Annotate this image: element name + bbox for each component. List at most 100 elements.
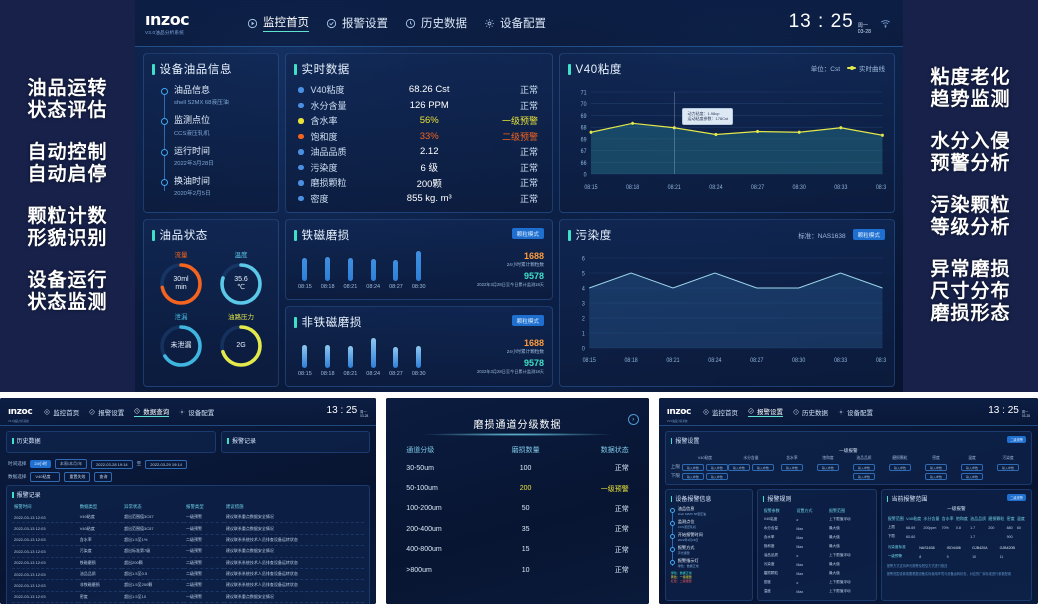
filter-data-select[interactable]: V40粘度 <box>30 472 61 482</box>
thumb-history-nav-0[interactable]: 监控首页 <box>44 407 79 417</box>
table-row[interactable]: 200-400um 35 正常 <box>404 519 630 539</box>
alarm-note-1: 报警方式支持声光报警及短信方式进行推送 <box>886 564 948 569</box>
table-row[interactable]: 100-200um 50 正常 <box>404 499 630 519</box>
table-row[interactable]: 30-50um 100 正常 <box>404 458 630 478</box>
table-cell: 一级预警 <box>184 512 224 524</box>
table-row[interactable]: >800um 10 正常 <box>404 560 630 580</box>
thumb-alarm-nav-3[interactable]: 设备配置 <box>838 407 873 417</box>
table-cell: 68-69 <box>906 525 916 530</box>
thumbnail-wear-grading-screen[interactable]: 磨损通道分级数据 通道分级 磨损数量 数据状态 30-50um 100 正常 50-100… <box>386 398 649 604</box>
table-row[interactable]: 50-100um 200 一级预警 <box>404 478 630 498</box>
thumb-history-date: 03-28 <box>360 413 369 418</box>
range-level-pill[interactable]: 二级报警 <box>1007 494 1026 501</box>
table-row[interactable]: 2022-03-13 12:03 铁磁磨损 超出200颗 二级预警 建议联系系统技术人员… <box>12 557 365 569</box>
thumb-history-body: 历史数据 报警记录 时间选择 24小时 本周/本月/年 2022-03-28 1… <box>0 426 376 604</box>
table-cell: 超出200颗 <box>122 557 185 569</box>
svg-text:66: 66 <box>581 161 587 167</box>
alarm-upper-input-2[interactable]: 输入参数 <box>751 464 774 471</box>
rule-col-header: 报警参数 <box>763 507 780 513</box>
table-cell: 超出标准第7级 <box>122 545 185 558</box>
nav-item-device-config[interactable]: 设备配置 <box>484 15 546 31</box>
table-row[interactable]: 2022-03-13 12:03 V40粘度 超出范围值3C57 一级预警 建议联系重点… <box>12 522 365 535</box>
thumbnail-history-screen[interactable]: ınzoc V3.0油品分析系统 监控首页 报警设置 数据查询 设备配置 13 … <box>0 398 377 604</box>
thumb-history-filter-data: 数据选择 V40粘度 重置失效 查询 <box>8 472 368 482</box>
alarm-legend: 绿色：数据正常 黄色：一级报警 红色：二级报警 <box>671 571 747 583</box>
svg-text:4: 4 <box>582 286 585 292</box>
table-row[interactable]: 2022-03-13 12:03 非铁磁磨损 超出1.5至200颗 二级预警 建议联系系… <box>12 579 365 592</box>
device-alarm-item: 报警方式 声光报警 <box>670 545 747 555</box>
pollution-mode-pill[interactable]: 颗粒模式 <box>852 229 885 240</box>
wear-grade: 50-100um <box>406 485 438 493</box>
thumbnail-alarm-settings-screen[interactable]: ınzoc V3.0油品分析系统 监控首页 报警设置 历史数据 设备配置 13 … <box>658 398 1038 604</box>
chevron-right-circle-icon[interactable]: › <box>627 414 639 425</box>
card-pollution-title: 污染度 <box>568 227 886 243</box>
thumb-alarm-nav-2[interactable]: 历史数据 <box>793 407 828 417</box>
alarm-upper-input[interactable]: 输入参数 <box>727 464 750 471</box>
table-cell: ≥ <box>796 580 799 585</box>
filter-chip-week[interactable]: 本周/本月/年 <box>54 459 88 469</box>
std-label: 污染度标准 <box>887 545 906 550</box>
table-row[interactable]: 2022-03-13 12:03含水量无数据一级预警建议联系重点数据安全情况 <box>12 602 365 604</box>
left-feature-0: 油品运转 状态评估 <box>27 78 107 122</box>
filter-date-from[interactable]: 2022-03-28 19:14 <box>91 459 133 469</box>
nav-item-history-data[interactable]: 历史数据 <box>405 15 467 31</box>
card-realtime-title-text: 实时数据 <box>301 64 350 76</box>
alarm-upper-input[interactable]: 输入参数 <box>888 464 911 471</box>
thumb-history-nav-label-0: 监控首页 <box>53 409 80 417</box>
alarm-lower-input[interactable]: 输入参数 <box>852 473 875 480</box>
card-oil-info-title-text: 设备油品信息 <box>159 64 233 76</box>
alarm-col-label: 水分含量 <box>743 456 759 460</box>
filter-query-button[interactable]: 查询 <box>94 472 113 482</box>
device-alarm-label: 开始报警时间 <box>677 532 703 537</box>
thumb-alarm-nav-0[interactable]: 监控首页 <box>703 407 738 417</box>
alarm-upper-input[interactable]: 输入参数 <box>780 464 803 471</box>
nav-item-monitor-home[interactable]: 监控首页 <box>247 14 309 32</box>
range-col-header: 报警范围 <box>887 515 904 521</box>
filter-reset-button[interactable]: 重置失效 <box>64 472 91 482</box>
nonferro-wear-mode-pill[interactable]: 颗粒模式 <box>511 315 544 326</box>
alarm-lower-input-2[interactable]: 输入参数 <box>705 473 728 480</box>
alarm-upper-input[interactable]: 输入参数 <box>924 464 947 471</box>
thumb-history-nav-1[interactable]: 报警设置 <box>89 407 124 417</box>
table-row[interactable]: 2022-03-13 12:03 含水率 超出1.5至1% 二级预警 建议联系系统技术人… <box>12 534 365 547</box>
table-row[interactable]: 2022-03-13 12:03 密度 超出1.5至10 一级预警 建议联系重点数据安全… <box>12 591 365 604</box>
thumb-alarm-logo: ınzoc V3.0油品分析系统 <box>667 401 692 423</box>
alarm-upper-input[interactable]: 输入参数 <box>997 464 1020 471</box>
alarm-lower-input[interactable]: 输入参数 <box>681 473 704 480</box>
bar-column: 08:27 <box>389 338 403 377</box>
thumb-alarm-nav-1[interactable]: 报警设置 <box>747 406 783 417</box>
gear-icon <box>484 18 495 29</box>
card-ferro-wear-title: 铁磁磨损 <box>294 227 544 243</box>
alarm-upper-input[interactable]: 输入参数 <box>852 464 875 471</box>
table-row[interactable]: 2022-03-13 12:03 油品品质 超出1.5至0.5 二级预警 建议联系系统技… <box>12 568 365 581</box>
left-feature-1-line1: 自动控制 <box>27 141 108 163</box>
device-alarm-item: 开始报警时间 2022年3月28日 <box>670 532 747 542</box>
alarm-level-pill[interactable]: 二级报警 <box>1007 436 1026 443</box>
alarm-threshold-columns: V40粘度 输入参数 输入参数 输入参数 输入参数 水分含量 输入参数 输入参数 含水率 输入参数… <box>681 456 1026 480</box>
ferro-wear-mode-pill[interactable]: 颗粒模式 <box>511 228 544 239</box>
alarm-lower-input[interactable]: 输入参数 <box>924 473 947 480</box>
table-row[interactable]: 2022-03-13 12:03 污染度 超出标准第7级 一级预警 建议联系重点数据安全… <box>12 545 365 558</box>
alarm-upper-input[interactable]: 输入参数 <box>816 464 839 471</box>
alarm-upper-input[interactable]: 输入参数 <box>961 464 983 471</box>
thumb-history-nav-3[interactable]: 设备配置 <box>179 407 214 417</box>
svg-text:08:21: 08:21 <box>666 358 679 364</box>
alarm-lower-input[interactable]: 输入参数 <box>961 473 983 480</box>
alarm-upper-input[interactable]: 输入参数 <box>681 464 704 471</box>
alarm-upper-input-2[interactable]: 输入参数 <box>705 464 728 471</box>
oil-info-item-change: 换油时间 2020年2月5日 <box>161 176 270 197</box>
filter-date-to[interactable]: 2022-03-29 19:14 <box>145 459 187 469</box>
oil-info-timeline: 油品信息 shell S2MX 68液压油 监测点位 CCS液压轧机 运行时间 … <box>161 85 270 197</box>
table-row[interactable]: 2022-03-13 12:03 V40粘度 超出范围值3C57 一级预警 建议联系重点… <box>12 512 365 524</box>
filter-chip-24h[interactable]: 24小时 <box>30 460 51 468</box>
svg-text:08:36: 08:36 <box>876 358 886 364</box>
thumb-history-nav-2[interactable]: 数据查询 <box>134 406 170 417</box>
nav-item-alarm-settings[interactable]: 报警设置 <box>326 15 388 31</box>
nav-label-device-config: 设备配置 <box>500 18 546 30</box>
table-row[interactable]: 400-800um 15 正常 <box>404 540 630 560</box>
bar-label: 08:15 <box>298 371 312 377</box>
ferro-wear-bars: 08:15 08:18 08:21 08:24 08:27 08:30 <box>294 251 426 292</box>
right-feature-0-line1: 粘度老化 <box>930 66 1011 88</box>
bar <box>393 346 399 368</box>
realtime-row: 饱和度 33% 二级预警 <box>294 129 544 145</box>
